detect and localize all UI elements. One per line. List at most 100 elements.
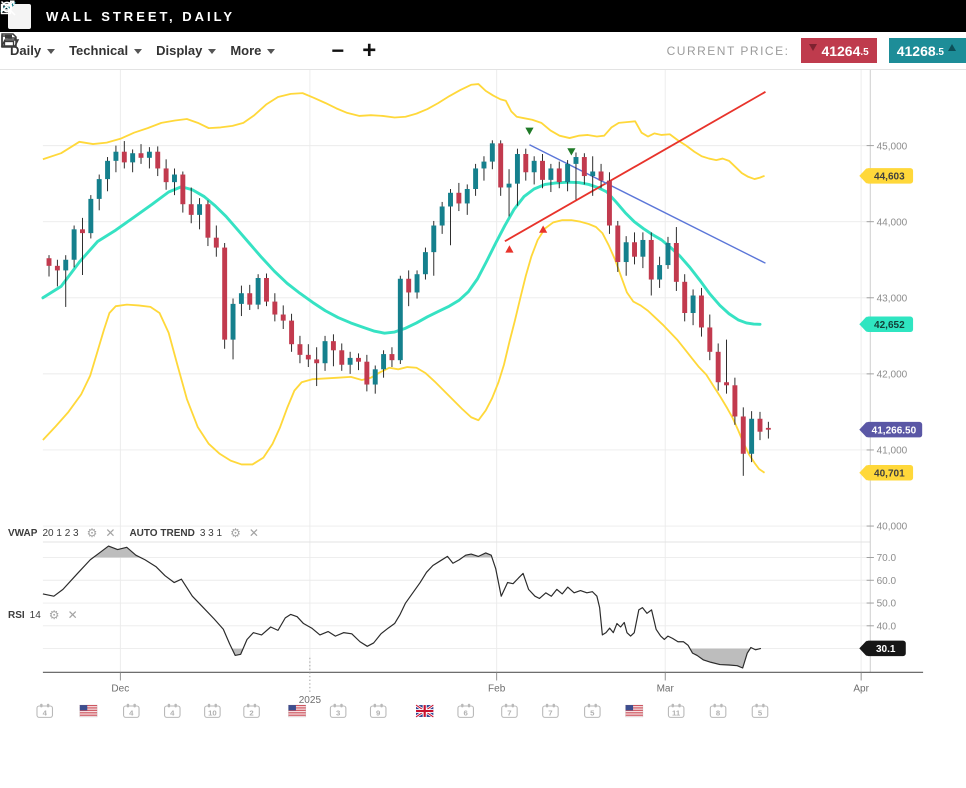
candle-body [481,161,487,169]
candle-body [665,243,671,266]
vwap-line [41,180,762,335]
lower-band-line [42,219,766,474]
autotrend-settings-gear-icon[interactable]: ⚙ [230,526,241,540]
candle-body [740,416,746,454]
popout-button[interactable] [0,0,931,24]
candle-body [540,160,545,180]
candle-body [439,206,445,226]
calendar-day-number: 3 [336,709,341,718]
candle-body [172,174,177,183]
candle-body [548,168,554,180]
flag-stripe [625,711,643,713]
menu-display-label: Display [156,43,203,58]
candle-body [464,188,470,204]
flag-stripe [288,708,306,710]
menu-timeframe[interactable]: Daily [10,43,56,58]
calendar-ring [333,703,336,708]
candle-body [381,354,387,370]
calendar-day-icon[interactable] [542,705,559,718]
candle-body [581,157,587,177]
candle-body [46,258,52,266]
flag-stripe [288,710,306,712]
minimize-button[interactable] [1,8,906,24]
calendar-ring [373,703,377,708]
close-button[interactable] [0,0,956,24]
price-badge [865,421,923,438]
candle-body [523,153,529,173]
candle-body [138,153,144,158]
calendar-day-icon[interactable] [36,705,54,718]
candle-body [105,160,111,180]
candle-body [431,225,437,253]
menu-display[interactable]: Display [156,43,217,58]
upper-band-line [42,83,765,180]
autotrend-remove-icon[interactable]: ✕ [248,526,259,540]
flag-stripe [288,711,306,713]
vwap-indicator-params: 20 1 2 3 [42,527,79,539]
candle-body [356,357,361,362]
calendar-day-icon[interactable] [204,705,221,718]
rsi-badge-label: 30.1 [876,644,896,655]
candle-body [330,341,336,351]
calendar-day-icon[interactable] [243,705,260,718]
calendar-day-icon[interactable] [457,705,474,718]
indicator-legend: VWAP 20 1 2 3 ⚙ ✕ AUTO TREND 3 3 1 ⚙ ✕ [8,526,259,540]
price-badge-tip [859,464,867,481]
candle-body [230,303,236,340]
bid-price-value: 41264 [821,42,861,59]
calendar-day-icon[interactable] [122,705,140,718]
calendar-day-icon[interactable] [329,705,347,718]
vwap-settings-gear-icon[interactable]: ⚙ [86,526,98,540]
calendar-day-icon[interactable] [667,705,685,718]
sell-signal-icon [525,127,534,135]
rsi-remove-icon[interactable]: ✕ [67,608,78,622]
candle-body [473,168,479,189]
zoom-out-button[interactable]: − [331,37,345,63]
flag-stripe [79,715,98,717]
candle-body [765,427,771,430]
calendar-day-icon[interactable] [164,705,181,718]
vwap-remove-icon[interactable]: ✕ [105,526,116,540]
flag-stripe [625,708,643,710]
calendar-day-icon[interactable] [751,705,769,718]
arrow-up-icon [948,44,956,51]
calendar-day-icon[interactable] [369,705,387,718]
axis-label: 70.0 [877,553,897,564]
candle-body [372,369,378,385]
candle-body [339,350,345,365]
calendar-day-number: 9 [376,709,381,718]
candle-body [682,281,688,314]
candle-body [130,153,136,163]
axis-label: 50.0 [877,599,897,610]
calendar-day-number: 10 [208,709,217,718]
rsi-legend: RSI 14 ⚙ ✕ [8,608,78,622]
calendar-day-icon[interactable] [501,705,518,718]
chart-canvas[interactable]: 45,000 44,000 43,000 42,000 41,000 40,000 70.0… [0,70,966,788]
flag-stripe [79,705,98,706]
menu-more[interactable]: More [230,43,276,58]
chart-area: 45,000 44,000 43,000 42,000 41,000 40,000 70.0… [0,70,966,788]
rsi-settings-gear-icon[interactable]: ⚙ [48,608,60,622]
flag-stripe [288,705,306,706]
candle-body [506,183,512,188]
calendar-ring [461,703,464,708]
candle-body [347,357,353,365]
candle-body [197,204,203,215]
calendar-ring [167,703,171,708]
zoom-in-button[interactable]: + [362,36,377,64]
menu-timeframe-label: Daily [10,43,42,58]
calendar-day-icon[interactable] [709,705,727,718]
candle-body [297,344,303,355]
candle-body [514,153,520,184]
menu-technical[interactable]: Technical [69,43,143,58]
candle-body [80,229,85,234]
candle-body [205,204,211,238]
candle-body [247,293,253,305]
candle-body [448,192,453,207]
calendar-day-number: 4 [129,709,134,718]
calendar-ring [545,703,549,708]
autotrend-indicator-name: AUTO TREND [129,527,195,539]
calendar-day-icon[interactable] [584,705,601,718]
ask-price-badge: 41268 .5 [888,38,966,63]
